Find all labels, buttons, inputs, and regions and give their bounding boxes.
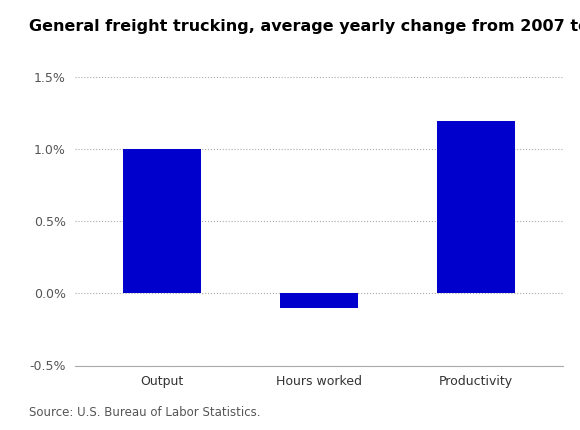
Text: General freight trucking, average yearly change from 2007 to 2018: General freight trucking, average yearly… xyxy=(29,19,580,34)
Bar xyxy=(122,150,201,293)
Bar xyxy=(280,293,358,308)
Text: Source: U.S. Bureau of Labor Statistics.: Source: U.S. Bureau of Labor Statistics. xyxy=(29,406,260,419)
Bar xyxy=(437,121,516,293)
